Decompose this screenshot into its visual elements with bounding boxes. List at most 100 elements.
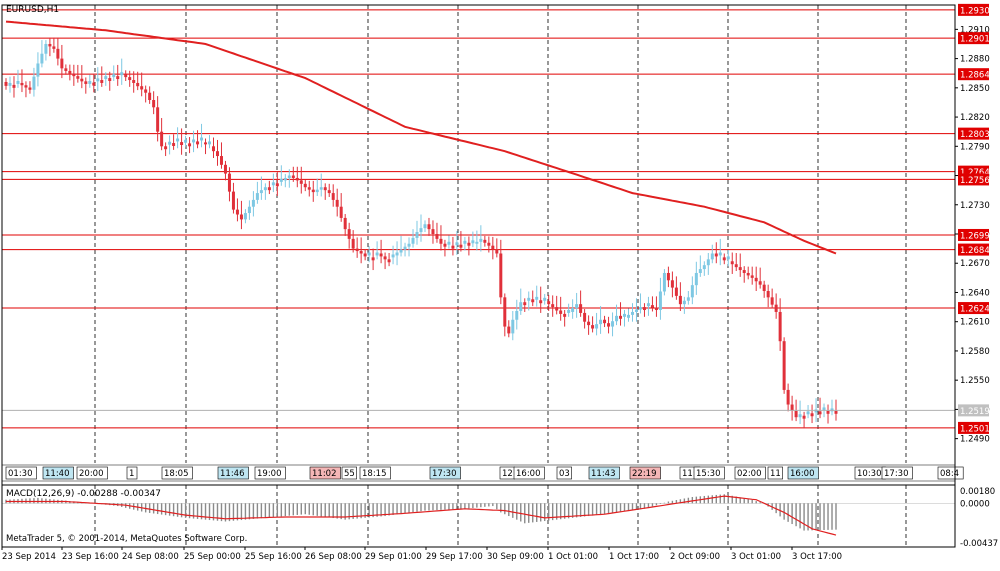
candle[interactable] [826,404,830,424]
candle[interactable] [738,253,742,277]
candle[interactable] [403,242,407,257]
candle[interactable] [491,236,495,260]
candle[interactable] [706,253,710,275]
candle[interactable] [487,236,491,253]
candle[interactable] [275,172,279,196]
candle[interactable] [579,290,583,317]
candle[interactable] [383,252,387,270]
candle[interactable] [180,128,184,155]
candle[interactable] [271,173,275,193]
candle[interactable] [351,230,355,253]
candle[interactable] [431,220,435,244]
candle[interactable] [511,310,515,341]
candle[interactable] [423,220,427,233]
candle[interactable] [451,236,455,256]
candle[interactable] [646,296,650,316]
candle[interactable] [551,295,555,317]
time-mark-box[interactable] [126,466,138,480]
candle[interactable] [391,245,395,265]
time-mark-box[interactable] [217,466,249,480]
candle[interactable] [515,299,519,330]
candle[interactable] [798,400,802,425]
candle[interactable] [559,296,563,321]
candle[interactable] [531,290,535,307]
candle[interactable] [535,285,539,307]
candle[interactable] [132,71,136,93]
candle[interactable] [48,37,52,57]
candle[interactable] [619,302,623,326]
candle[interactable] [255,181,259,204]
candle[interactable] [623,310,627,327]
candle[interactable] [527,291,531,311]
candle[interactable] [319,173,323,197]
candle[interactable] [60,44,64,79]
candle[interactable] [331,184,335,207]
candle[interactable] [718,238,722,266]
candle[interactable] [243,209,247,224]
candle[interactable] [303,179,307,192]
candle[interactable] [499,239,503,305]
candle[interactable] [742,266,746,283]
candle[interactable] [148,86,152,104]
candle[interactable] [802,411,806,429]
candle[interactable] [567,303,571,317]
candle[interactable] [108,71,112,91]
candle[interactable] [307,180,311,197]
candle[interactable] [571,299,575,319]
candle[interactable] [555,295,559,315]
time-mark-box[interactable] [5,466,37,480]
candle[interactable] [315,178,319,196]
candle[interactable] [156,96,160,142]
candle[interactable] [447,235,451,249]
candle[interactable] [152,91,156,115]
candle[interactable] [503,293,507,337]
candle[interactable] [471,231,475,248]
candle[interactable] [523,298,527,312]
candle[interactable] [662,269,666,296]
candle[interactable] [184,135,188,147]
candle[interactable] [136,71,140,91]
candle[interactable] [112,65,116,82]
candle[interactable] [231,182,235,214]
candle[interactable] [682,296,686,314]
candle[interactable] [279,165,283,186]
candle[interactable] [28,81,32,94]
time-mark-box[interactable] [341,466,357,480]
candle[interactable] [674,276,678,300]
candle[interactable] [52,37,56,53]
candle[interactable] [291,166,295,182]
candle[interactable] [575,292,579,318]
candle[interactable] [806,405,810,419]
candle[interactable] [128,70,132,87]
candle[interactable] [172,134,176,150]
candle[interactable] [164,142,168,157]
candle[interactable] [790,395,794,421]
candle[interactable] [343,214,347,236]
candle[interactable] [607,316,611,334]
time-mark-box[interactable] [734,466,766,480]
candle[interactable] [666,266,670,288]
candle[interactable] [100,66,104,87]
candle[interactable] [299,166,303,194]
candle[interactable] [327,183,331,197]
candle[interactable] [239,200,243,230]
candle[interactable] [116,64,120,86]
candle[interactable] [188,137,192,154]
candle[interactable] [72,64,76,86]
candle[interactable] [68,64,72,81]
candle[interactable] [120,58,124,85]
candle[interactable] [730,252,734,274]
candle[interactable] [746,266,750,280]
candle[interactable] [762,280,766,298]
candle[interactable] [595,312,599,336]
candle[interactable] [212,137,215,158]
candle[interactable] [399,235,403,257]
time-mark-box[interactable] [429,466,461,480]
candle[interactable] [778,298,782,351]
candle[interactable] [678,282,682,311]
time-mark-box[interactable] [767,466,783,480]
candle[interactable] [104,72,108,86]
time-mark-box[interactable] [161,466,193,480]
candle[interactable] [200,123,204,148]
